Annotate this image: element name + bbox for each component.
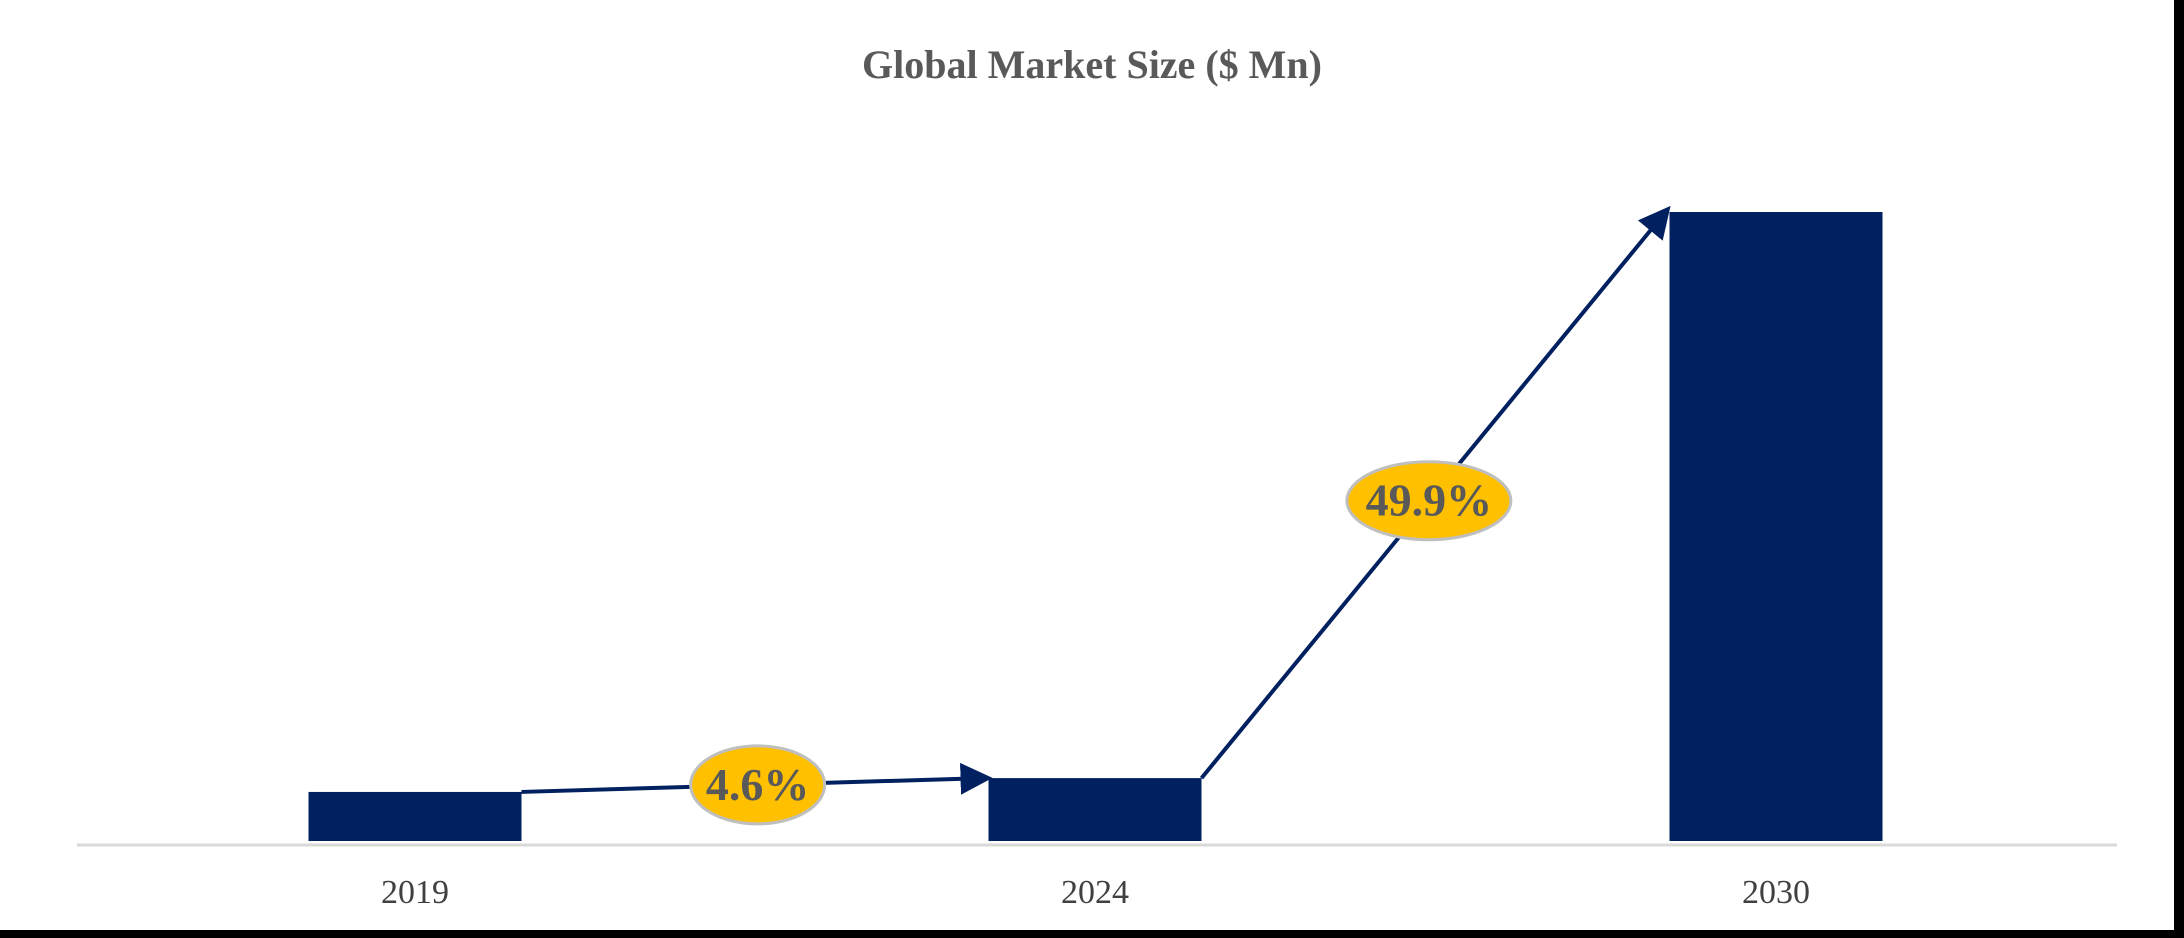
chart-title: Global Market Size ($ Mn) [862, 42, 1322, 87]
cagr-badge-1 [689, 744, 827, 826]
x-tick-label-2019: 2019 [381, 874, 449, 911]
bar-2024 [988, 778, 1202, 841]
x-tick-label-2024: 2024 [1061, 874, 1129, 911]
bar-2030 [1669, 212, 1883, 841]
x-tick-label-2030: 2030 [1742, 874, 1810, 911]
cagr-label-2: 49.9% [1366, 475, 1493, 526]
cagr-label-1: 4.6% [706, 759, 810, 810]
bar-2019 [308, 791, 522, 841]
cagr-badge-2 [1345, 460, 1513, 542]
